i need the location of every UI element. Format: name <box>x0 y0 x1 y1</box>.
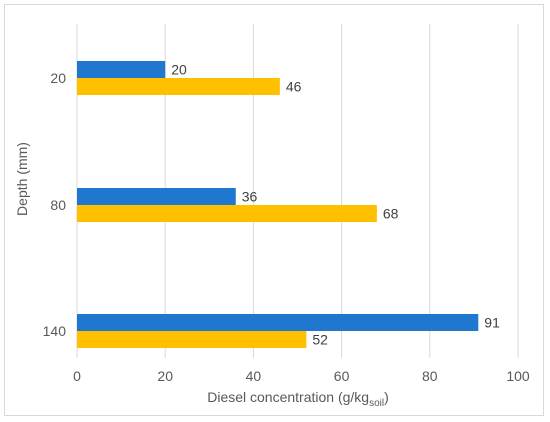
y-tick-labels: 20 80 140 <box>43 70 67 339</box>
y-axis-title: Depth (mm) <box>14 142 30 216</box>
bar-value-label: 36 <box>242 189 258 205</box>
y-tick-label: 80 <box>50 197 66 213</box>
bar-value-label: 46 <box>286 79 302 95</box>
y-tick-label: 20 <box>50 70 66 86</box>
x-tick-label: 100 <box>506 368 530 384</box>
x-tick-label: 80 <box>422 368 438 384</box>
bar <box>77 314 479 331</box>
y-tick-label: 140 <box>43 323 67 339</box>
x-tick-label: 40 <box>246 368 262 384</box>
bar-value-label: 91 <box>484 315 500 331</box>
x-axis-title-main: Diesel concentration (g/kg <box>207 389 369 405</box>
bar <box>77 188 236 205</box>
x-tick-label: 20 <box>157 368 173 384</box>
x-tick-label: 0 <box>73 368 81 384</box>
bars <box>77 61 479 348</box>
x-axis-title-subscript: soil <box>369 398 384 409</box>
bar <box>77 205 377 222</box>
bar-value-label: 52 <box>312 332 328 348</box>
bar-value-label: 20 <box>171 62 187 78</box>
bar <box>77 331 307 348</box>
bar <box>77 61 166 78</box>
x-tick-label: 60 <box>334 368 350 384</box>
bar <box>77 78 280 95</box>
bar-value-label: 68 <box>383 206 399 222</box>
x-tick-labels: 0 20 40 60 80 100 <box>73 368 530 384</box>
x-axis-title-tail: ) <box>384 389 389 405</box>
x-axis-title: Diesel concentration (g/kgsoil) <box>207 389 389 409</box>
data-labels: 20 46 36 68 91 52 <box>171 62 500 348</box>
